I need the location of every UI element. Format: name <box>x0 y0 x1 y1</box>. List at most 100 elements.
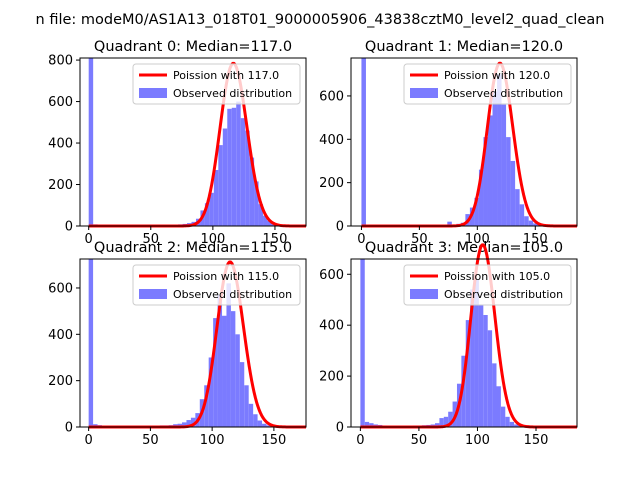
legend: Poission with 115.0 Observed distribution <box>132 264 301 306</box>
legend: Poission with 120.0 Observed distribution <box>403 63 572 105</box>
y-tick-label: 400 <box>48 137 73 152</box>
x-tick-label: 100 <box>200 433 225 448</box>
histogram-bar <box>204 203 210 226</box>
histogram-bar <box>266 425 271 427</box>
legend-bar-swatch <box>139 289 167 299</box>
histogram-bar <box>435 423 440 427</box>
histogram-bar <box>509 421 515 427</box>
histogram-bar <box>253 414 258 427</box>
x-tick-label: 0 <box>85 433 93 448</box>
histogram-bar <box>492 363 497 427</box>
histogram-bar <box>182 422 187 427</box>
x-tick-label: 50 <box>411 433 428 448</box>
figure-suptitle: n file: modeM0/AS1A13_018T01_9000005906_… <box>36 12 605 28</box>
histogram-bar <box>190 417 196 427</box>
histogram-bar <box>510 160 516 226</box>
histogram-bar <box>478 304 484 427</box>
y-tick-label: 200 <box>319 370 344 385</box>
x-tick-label: 50 <box>143 232 160 247</box>
histogram-bar <box>483 315 488 427</box>
histogram-bar <box>218 145 223 226</box>
x-tick-label: 150 <box>523 232 548 247</box>
legend-label-poisson: Poission with 105.0 <box>444 270 550 283</box>
histogram-bar <box>249 157 255 226</box>
legend-label-poisson: Poission with 115.0 <box>173 270 279 283</box>
histogram-bar <box>487 330 493 427</box>
x-tick-label: 0 <box>85 232 93 247</box>
plot-area: 0 50 100 150 0 200 400 600 Poission with 120.0 Ob… <box>319 57 578 247</box>
histogram-bar <box>88 58 94 226</box>
legend-label-observed: Observed distribution <box>444 87 563 100</box>
histogram-bar <box>230 311 236 427</box>
legend-bar-swatch <box>410 289 438 299</box>
panel-title: Quadrant 0: Median=117.0 <box>94 39 292 55</box>
histogram-bar <box>515 189 520 226</box>
x-tick-label: 50 <box>411 232 428 247</box>
histogram-bar <box>361 58 366 226</box>
legend-label-observed: Observed distribution <box>173 87 292 100</box>
histogram-bars <box>88 58 295 226</box>
histogram-bar <box>263 215 268 226</box>
histogram-bar <box>439 418 444 427</box>
panel-title: Quadrant 3: Median=105.0 <box>365 240 563 256</box>
y-tick-label: 400 <box>48 328 73 343</box>
legend-label-poisson: Poission with 117.0 <box>173 69 279 82</box>
legend: Poission with 117.0 Observed distribution <box>132 63 301 105</box>
histogram-bar <box>474 197 479 226</box>
y-tick-label: 0 <box>336 421 344 436</box>
histogram-bar <box>262 423 267 427</box>
histogram-bar <box>208 357 214 427</box>
y-tick-label: 200 <box>48 178 73 193</box>
histogram-bar <box>443 416 449 427</box>
panel-quadrant-0: Quadrant 0: Median=117.0 0 50 100 150 0 200 40… <box>48 39 307 247</box>
histogram-bar <box>88 259 94 427</box>
histogram-bar <box>465 320 471 427</box>
histogram-bar <box>474 279 479 427</box>
y-tick-label: 200 <box>48 374 73 389</box>
x-tick-label: 100 <box>200 232 225 247</box>
x-tick-label: 0 <box>357 232 365 247</box>
plot-area: 0 50 100 150 0 200 400 600 Poission with 105.0 Ob… <box>319 243 578 448</box>
histogram-bar <box>267 221 272 226</box>
histogram-bar <box>483 137 488 226</box>
x-tick-label: 100 <box>465 232 490 247</box>
histogram-bar <box>487 115 493 226</box>
histogram-bar <box>448 411 453 427</box>
y-tick-label: 0 <box>65 220 73 235</box>
plot-area: 0 50 100 150 0 200 400 600 800 Poission with 117.… <box>48 54 307 247</box>
panel-title: Quadrant 1: Median=120.0 <box>365 39 563 55</box>
histogram-bar <box>519 204 525 226</box>
y-tick-label: 600 <box>48 281 73 296</box>
histogram-bar <box>257 420 263 427</box>
histogram-bar <box>505 416 510 427</box>
histogram-bar <box>501 104 507 226</box>
histogram-bar <box>217 294 223 427</box>
legend-label-observed: Observed distribution <box>444 288 563 301</box>
x-tick-label: 150 <box>524 433 549 448</box>
panel-title: Quadrant 2: Median=115.0 <box>94 240 292 256</box>
y-tick-label: 600 <box>48 95 73 110</box>
histogram-bar <box>528 220 534 226</box>
histogram-bar <box>496 386 501 427</box>
legend-box <box>403 264 572 306</box>
histogram-bar <box>258 204 264 226</box>
histogram-bar <box>239 362 245 427</box>
histogram-bar <box>236 101 241 226</box>
y-tick-label: 400 <box>319 133 344 148</box>
histogram-bar <box>497 74 502 227</box>
y-tick-label: 600 <box>319 268 344 283</box>
histogram-bar <box>204 385 209 427</box>
legend-box <box>403 63 572 105</box>
histogram-bar <box>360 259 365 427</box>
histogram-bar <box>177 423 183 427</box>
axes-frame <box>79 258 307 428</box>
histogram-bar <box>227 108 232 226</box>
legend-box <box>132 63 301 105</box>
histogram-bar <box>254 181 259 226</box>
x-tick-label: 150 <box>263 232 288 247</box>
x-tick-label: 150 <box>261 433 286 448</box>
histogram-bar <box>447 221 452 226</box>
histogram-bar <box>245 130 250 226</box>
histogram-bar <box>524 216 529 226</box>
